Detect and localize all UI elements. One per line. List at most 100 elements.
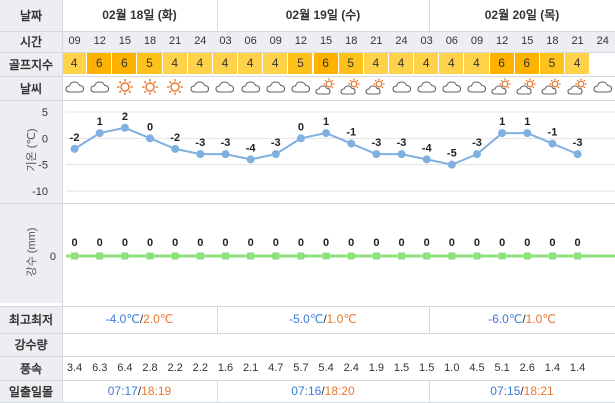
- row-divider: [0, 100, 615, 101]
- cloud-icon: [414, 76, 439, 98]
- temperature-point: [472, 150, 481, 159]
- wind-speed-cell: 1.4: [569, 362, 586, 374]
- hour-cell: 15: [521, 35, 534, 47]
- day-3-min-max: -6.0℃/1.0℃: [429, 306, 615, 333]
- day-2-min: -5.0℃: [289, 312, 324, 326]
- temperature-point: [372, 150, 381, 159]
- day-2-sunrise: 07:16: [291, 384, 322, 398]
- day-2-sunset: 18:20: [324, 384, 355, 398]
- sun-cloud-icon: [565, 76, 590, 98]
- temperature-point: [296, 134, 305, 143]
- wind-speed-cell: 5.4: [318, 362, 334, 374]
- golf-index-cell: 6: [313, 52, 339, 74]
- wind-speed-cell: 1.9: [368, 362, 385, 374]
- hour-cell: 15: [319, 35, 333, 47]
- hour-cell: 21: [169, 35, 182, 47]
- precip-amount-row-label: 강수량: [0, 333, 62, 356]
- temperature-data-label: -3: [573, 137, 583, 149]
- temperature-data-label: -4: [246, 142, 257, 154]
- day-2-max: 1.0℃: [326, 312, 357, 326]
- temperature-data-label: -1: [548, 127, 558, 139]
- hour-cell: 24: [596, 35, 609, 47]
- temperature-tick-label: -10: [32, 186, 48, 198]
- cloud-icon: [389, 76, 414, 98]
- temperature-data-label: -5: [447, 148, 457, 160]
- temperature-tick-label: 0: [42, 133, 48, 145]
- sun-icon: [163, 76, 188, 98]
- temperature-point: [146, 134, 155, 143]
- hour-cell: 24: [395, 35, 408, 47]
- wind-speed-cell: 6.4: [117, 362, 133, 374]
- golf-index-cell: 5: [288, 52, 314, 74]
- precipitation-point: [574, 252, 582, 260]
- day-3-header: 02월 20일 (목): [429, 0, 615, 31]
- wind-speed-cell: 2.1: [242, 362, 259, 374]
- day-3-sunset: 18:21: [523, 384, 554, 398]
- row-divider: [0, 76, 615, 77]
- precipitation-point: [146, 252, 154, 260]
- temperature-axis-label: 기온 (℃): [26, 128, 38, 172]
- min-max-separator: /: [522, 312, 526, 326]
- precipitation-point: [523, 252, 531, 260]
- precipitation-data-label: 0: [524, 237, 530, 249]
- precipitation-point: [322, 252, 330, 260]
- wind-speed-cell: 2.4: [343, 362, 359, 374]
- wind-speed-cell: 1.5: [419, 362, 435, 374]
- min-max-row-label: 최고최저: [0, 306, 62, 333]
- chart-label-spacer: [0, 100, 62, 303]
- precipitation-point: [272, 252, 280, 260]
- precipitation-data-label: 0: [97, 237, 103, 249]
- precipitation-point: [423, 252, 431, 260]
- wind-speed-cell: 1.5: [393, 362, 410, 374]
- temperature-tick-label: -5: [38, 160, 48, 172]
- precipitation-data-label: 0: [549, 237, 555, 249]
- min-max-separator: /: [139, 312, 144, 326]
- wind-speed-cell: 5.7: [293, 362, 309, 374]
- temperature-data-label: -3: [397, 137, 407, 149]
- weather-row-label: 날씨: [0, 76, 62, 100]
- day-1-min: -4.0℃: [105, 312, 140, 326]
- golf-index-cell: 4: [565, 52, 591, 74]
- wind-speed-cell: 1.0: [444, 362, 460, 374]
- day-2-sun: 07:16/18:20: [217, 380, 429, 403]
- wind-speed-cell: 2.2: [167, 362, 183, 374]
- precipitation-point: [473, 252, 481, 260]
- row-divider: [0, 380, 615, 381]
- wind-speed-cell: 2.2: [192, 362, 208, 374]
- cloud-icon: [263, 76, 288, 98]
- cloud-icon: [188, 76, 213, 98]
- precipitation-point: [96, 252, 104, 260]
- temperature-point: [447, 160, 456, 169]
- row-divider: [0, 203, 615, 204]
- cloud-icon: [464, 76, 489, 98]
- column-divider: [217, 306, 218, 333]
- min-max-separator: /: [323, 312, 327, 326]
- sun-cloud-icon: [364, 76, 389, 98]
- hour-cell: 21: [370, 35, 383, 47]
- temperature-point: [397, 150, 406, 159]
- precipitation-data-label: 0: [323, 237, 329, 249]
- hour-cell: 03: [420, 35, 433, 47]
- golf-index-cell: 4: [439, 52, 465, 74]
- precipitation-data-label: 0: [398, 237, 404, 249]
- precipitation-data-label: 0: [72, 237, 78, 249]
- wind-speed-cell: 4.7: [268, 362, 284, 374]
- row-divider: [0, 333, 615, 334]
- sun-cloud-icon: [515, 76, 540, 98]
- temperature-point: [498, 129, 507, 138]
- hour-cell: 12: [93, 35, 106, 47]
- wind-speed-cell: 5.1: [494, 362, 510, 374]
- golf-index-row-label: 골프지수: [0, 52, 62, 76]
- hour-cell: 15: [118, 35, 131, 47]
- sun-separator: /: [137, 384, 142, 398]
- day-2-min-max: -5.0℃/1.0℃: [217, 306, 429, 333]
- hour-cell: 03: [219, 35, 232, 47]
- temperature-point: [347, 139, 356, 148]
- time-row-label: 시간: [0, 31, 62, 52]
- golf-index-cell: 4: [238, 52, 264, 74]
- golf-index-cell: 4: [388, 52, 415, 74]
- temperature-point: [171, 144, 180, 153]
- precipitation-point: [372, 252, 380, 260]
- wind-speed-row-label: 풍속: [0, 356, 62, 380]
